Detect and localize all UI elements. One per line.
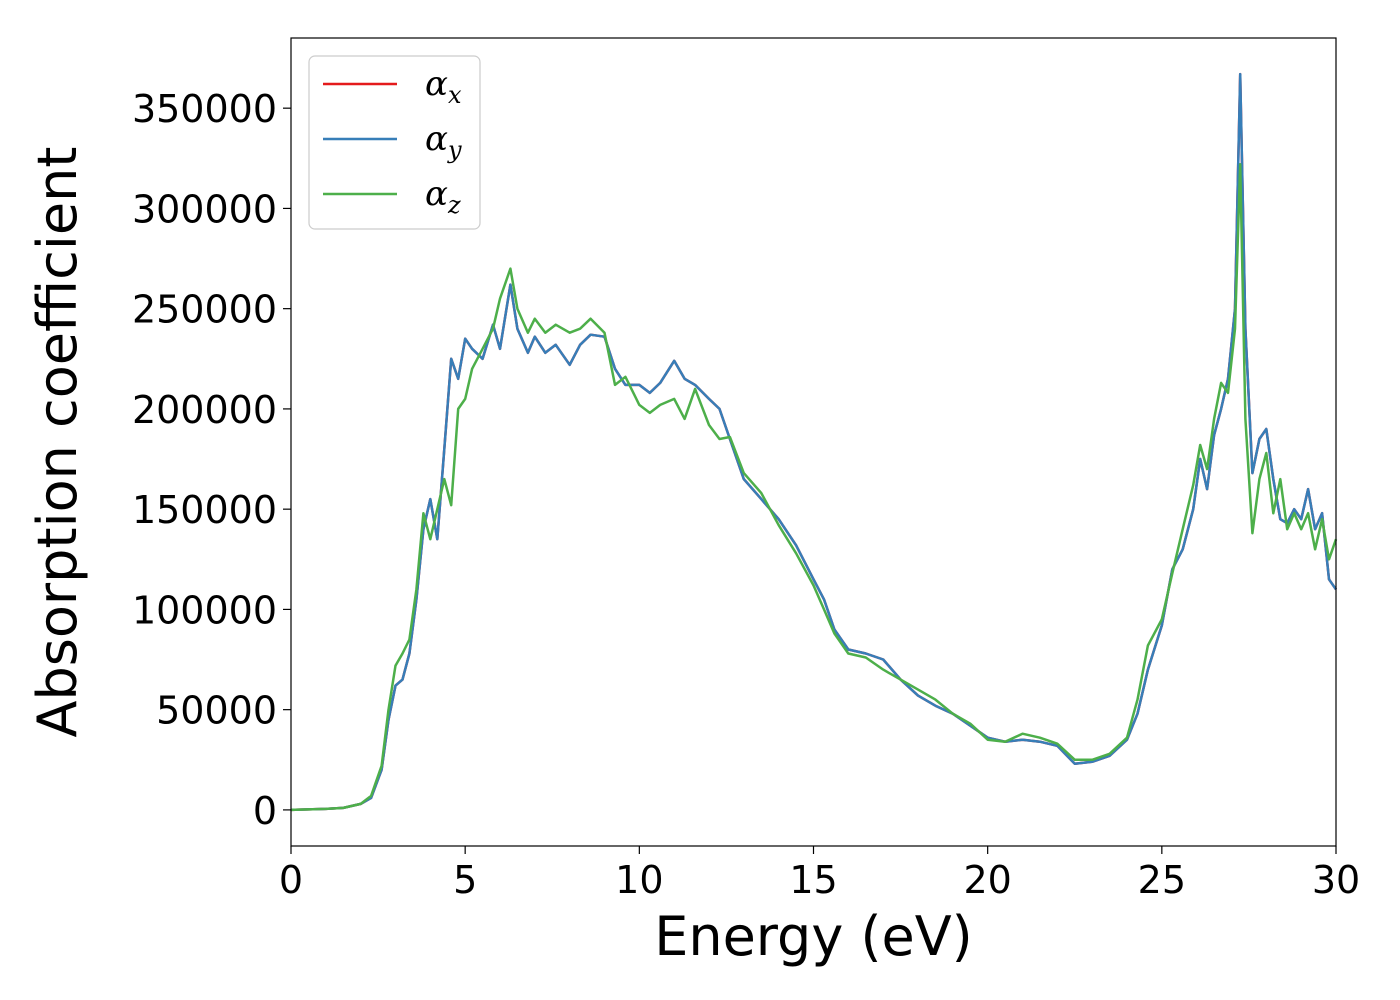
- y-tick-label: 200000: [132, 388, 277, 432]
- legend-label-subscript: x: [448, 81, 462, 109]
- x-tick-label: 15: [789, 858, 837, 902]
- x-tick-label: 20: [963, 858, 1011, 902]
- x-axis: 0 5 10 15 20 25 30: [279, 846, 1360, 902]
- series-line-z: [290, 163, 1338, 812]
- y-axis: 0 50000 100000 150000 200000 250000 300000 3500…: [132, 87, 291, 833]
- legend-box: [308, 55, 481, 230]
- x-tick-label: 30: [1312, 858, 1360, 902]
- y-tick-label: 50000: [156, 689, 277, 733]
- legend-label-subscript: y: [447, 136, 462, 164]
- legend-label-x: αx: [425, 64, 462, 109]
- y-tick-label: 350000: [132, 87, 277, 131]
- x-tick-label: 5: [453, 858, 477, 902]
- x-axis-label: Energy (eV): [654, 905, 973, 968]
- y-tick-label: 150000: [132, 488, 277, 532]
- x-tick-label: 25: [1138, 858, 1186, 902]
- y-tick-label: 250000: [132, 288, 277, 332]
- legend-label-subscript: z: [447, 191, 461, 219]
- legend-label-main: α: [425, 174, 448, 214]
- y-axis-label: Absorption coefficient: [26, 147, 89, 738]
- legend-label-z: αz: [425, 174, 461, 219]
- series-line-y: [290, 72, 1338, 812]
- legend-label-y: αy: [425, 119, 462, 164]
- legend-label-main: α: [425, 119, 448, 159]
- x-tick-label: 10: [615, 858, 663, 902]
- series-layer: [290, 72, 1338, 812]
- y-tick-label: 0: [253, 789, 277, 833]
- x-tick-label: 0: [279, 858, 303, 902]
- y-tick-label: 300000: [132, 187, 277, 231]
- y-tick-label: 100000: [132, 588, 277, 632]
- legend-label-main: α: [425, 64, 448, 104]
